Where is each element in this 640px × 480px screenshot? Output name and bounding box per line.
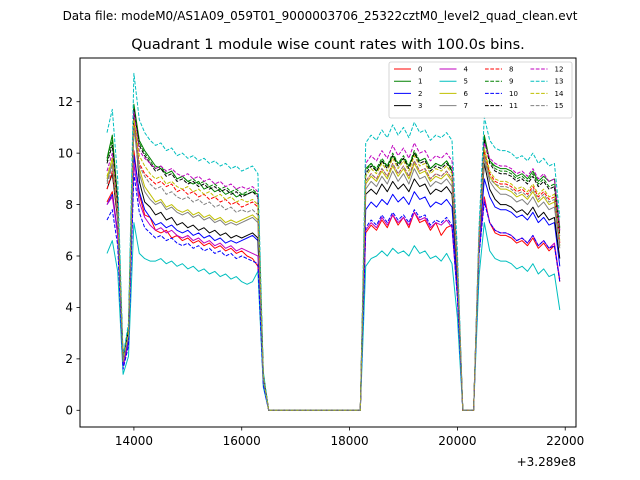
legend-label-11: 11 bbox=[509, 102, 518, 110]
legend-label-8: 8 bbox=[509, 66, 513, 74]
x-tick-label: 22000 bbox=[546, 434, 584, 448]
legend-label-6: 6 bbox=[464, 90, 469, 98]
x-tick-label: 18000 bbox=[330, 434, 368, 448]
legend-label-4: 4 bbox=[464, 66, 469, 74]
legend-label-0: 0 bbox=[418, 66, 422, 74]
legend-label-9: 9 bbox=[509, 78, 513, 86]
x-tick-label: 16000 bbox=[223, 434, 261, 448]
legend-label-10: 10 bbox=[509, 90, 518, 98]
legend-label-13: 13 bbox=[555, 78, 564, 86]
legend-label-5: 5 bbox=[464, 78, 468, 86]
y-axis: 0 2 4 6 8 10 12 bbox=[58, 95, 80, 418]
legend-box bbox=[388, 61, 573, 119]
y-tick-label: 0 bbox=[65, 404, 73, 418]
axes-frame bbox=[79, 57, 577, 428]
series-line-11 bbox=[106, 108, 561, 411]
y-tick-label: 6 bbox=[65, 249, 73, 263]
figure-suptitle: Data file: modeM0/AS1A09_059T01_90000037… bbox=[63, 9, 578, 23]
x-offset-label: +3.289e8 bbox=[517, 455, 576, 469]
legend-label-15: 15 bbox=[555, 102, 564, 110]
y-tick-label: 8 bbox=[65, 198, 73, 212]
x-axis: 14000 16000 18000 20000 22000 bbox=[115, 427, 584, 448]
x-tick-label: 14000 bbox=[115, 434, 153, 448]
legend-label-7: 7 bbox=[464, 102, 468, 110]
y-tick-label: 10 bbox=[58, 146, 73, 160]
y-tick-label: 12 bbox=[58, 95, 73, 109]
y-tick-label: 2 bbox=[65, 352, 73, 366]
x-tick-label: 20000 bbox=[438, 434, 476, 448]
legend-label-14: 14 bbox=[555, 90, 564, 98]
legend-label-3: 3 bbox=[418, 102, 422, 110]
series-layer bbox=[106, 72, 561, 411]
chart-title: Quadrant 1 module wise count rates with … bbox=[131, 37, 525, 53]
series-line-10 bbox=[106, 173, 561, 411]
series-line-15 bbox=[106, 126, 561, 411]
y-tick-label: 4 bbox=[65, 301, 73, 315]
legend-label-1: 1 bbox=[418, 78, 422, 86]
legend-label-12: 12 bbox=[555, 66, 564, 74]
legend-label-2: 2 bbox=[418, 90, 422, 98]
